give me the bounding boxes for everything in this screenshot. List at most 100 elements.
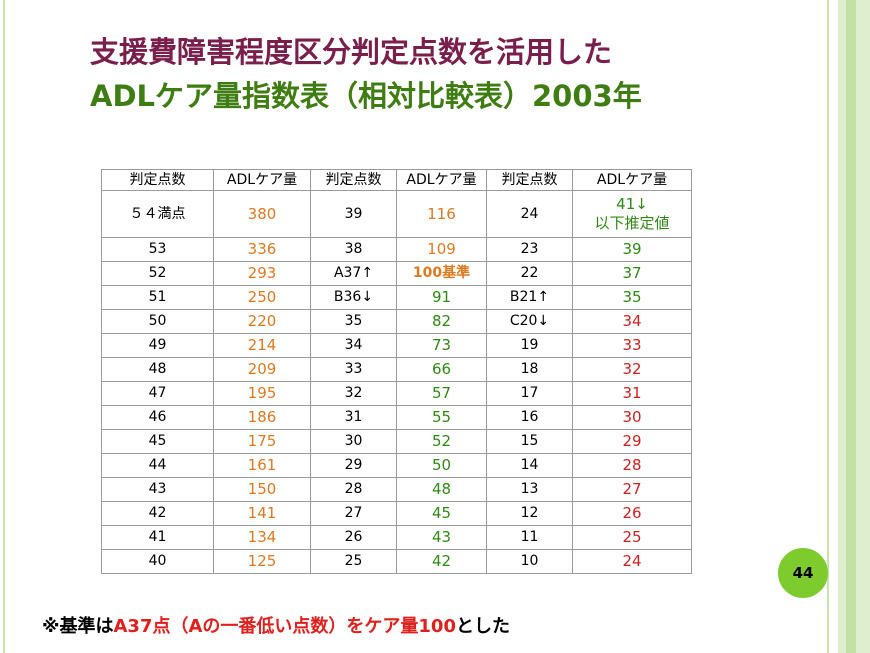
cell-score-2: 25 [310, 549, 397, 574]
cell-score-3: 23 [486, 237, 573, 262]
cell-care-1: 214 [213, 333, 311, 358]
table-row: 47 195 32 57 17 31 [101, 381, 692, 406]
cell-score-2: 32 [310, 381, 397, 406]
header-care-1: ADLケア量 [213, 169, 311, 191]
header-score-2: 判定点数 [310, 169, 397, 191]
cell-care-2: 116 [396, 190, 487, 238]
cell-score-1: 49 [101, 333, 214, 358]
cell-score-3: 10 [486, 549, 573, 574]
cell-care-1: 293 [213, 261, 311, 286]
header-score-1: 判定点数 [101, 169, 214, 191]
cell-score-3: C20↓ [486, 309, 573, 334]
cell-care-3: 37 [572, 261, 692, 286]
cell-care-2: 43 [396, 525, 487, 550]
cell-care-3: 32 [572, 357, 692, 382]
cell-score-3: 12 [486, 501, 573, 526]
footnote: ※基準はA37点（Aの一番低い点数）をケア量100とした [42, 612, 510, 638]
cell-score-2: 28 [310, 477, 397, 502]
cell-care-3: 33 [572, 333, 692, 358]
cell-score-1: 47 [101, 381, 214, 406]
cell-score-1: 50 [101, 309, 214, 334]
cell-score-2: 31 [310, 405, 397, 430]
cell-score-2: 29 [310, 453, 397, 478]
cell-score-2: 33 [310, 357, 397, 382]
slide-frame [3, 0, 829, 653]
cell-care-3: 26 [572, 501, 692, 526]
table-row: 49 214 34 73 19 33 [101, 333, 692, 358]
table-header-row: 判定点数 ADLケア量 判定点数 ADLケア量 判定点数 ADLケア量 [101, 169, 692, 191]
table-row: 43 150 28 48 13 27 [101, 477, 692, 502]
cell-score-1: 44 [101, 453, 214, 478]
table-row: 42 141 27 45 12 26 [101, 501, 692, 526]
cell-score-1: 46 [101, 405, 214, 430]
table-row: 53 336 38 109 23 39 [101, 237, 692, 262]
cell-care-1: 175 [213, 429, 311, 454]
cell-score-3: 22 [486, 261, 573, 286]
table-row: ５４満点 380 39 116 24 41↓ 以下推定値 [101, 190, 692, 238]
cell-care-3: 24 [572, 549, 692, 574]
cell-score-1: 51 [101, 285, 214, 310]
cell-care-2: 52 [396, 429, 487, 454]
cell-care-2: 100基準 [396, 261, 487, 286]
cell-score-1: 43 [101, 477, 214, 502]
cell-score-1: 52 [101, 261, 214, 286]
cell-care-2: 109 [396, 237, 487, 262]
cell-care-2: 82 [396, 309, 487, 334]
header-care-2: ADLケア量 [396, 169, 487, 191]
cell-care-2: 42 [396, 549, 487, 574]
cell-care-1: 195 [213, 381, 311, 406]
cell-care-2: 48 [396, 477, 487, 502]
cell-score-1: 41 [101, 525, 214, 550]
table-row: 52 293 A37↑ 100基準 22 37 [101, 261, 692, 286]
cell-care-1: 209 [213, 357, 311, 382]
title-line-1: 支援費障害程度区分判定点数を活用した [90, 35, 613, 69]
slide-title: 支援費障害程度区分判定点数を活用した ADLケア量指数表（相対比較表）2003年 [90, 30, 810, 118]
cell-care-3: 39 [572, 237, 692, 262]
cell-care-1: 125 [213, 549, 311, 574]
table-row: 51 250 B36↓ 91 B21↑ 35 [101, 285, 692, 310]
cell-score-2: 26 [310, 525, 397, 550]
cell-care-2: 91 [396, 285, 487, 310]
footnote-part-1: ※基準は [42, 616, 114, 637]
cell-score-2: 27 [310, 501, 397, 526]
table-row: 40 125 25 42 10 24 [101, 549, 692, 574]
adl-care-index-table: 判定点数 ADLケア量 判定点数 ADLケア量 判定点数 ADLケア量 ５４満点… [101, 169, 692, 574]
cell-care-2: 66 [396, 357, 487, 382]
cell-score-1: 40 [101, 549, 214, 574]
cell-score-2: 39 [310, 190, 397, 238]
cell-care-1: 134 [213, 525, 311, 550]
cell-care-1: 141 [213, 501, 311, 526]
table-row: 44 161 29 50 14 28 [101, 453, 692, 478]
footnote-part-2: A37点（Aの一番低い点数）をケア量100 [113, 616, 456, 637]
cell-care-2: 45 [396, 501, 487, 526]
cell-score-3: 13 [486, 477, 573, 502]
cell-care-1: 380 [213, 190, 311, 238]
footnote-part-3: とした [455, 616, 510, 637]
cell-score-1: 45 [101, 429, 214, 454]
cell-score-3: 18 [486, 357, 573, 382]
cell-care-2: 57 [396, 381, 487, 406]
cell-care-2: 50 [396, 453, 487, 478]
cell-care-3: 27 [572, 477, 692, 502]
estimate-value: 41↓ [616, 195, 648, 213]
cell-score-2: 30 [310, 429, 397, 454]
cell-score-1: 53 [101, 237, 214, 262]
cell-care-1: 186 [213, 405, 311, 430]
cell-score-2: A37↑ [310, 261, 397, 286]
cell-score-2: 35 [310, 309, 397, 334]
cell-care-3: 34 [572, 309, 692, 334]
cell-care-1: 336 [213, 237, 311, 262]
cell-care-2: 55 [396, 405, 487, 430]
cell-score-3: 17 [486, 381, 573, 406]
cell-score-2: 38 [310, 237, 397, 262]
cell-care-3: 25 [572, 525, 692, 550]
cell-score-3: 24 [486, 190, 573, 238]
cell-score-3: 19 [486, 333, 573, 358]
cell-care-3: 28 [572, 453, 692, 478]
cell-care-3: 35 [572, 285, 692, 310]
cell-care-1: 220 [213, 309, 311, 334]
cell-score-3: 16 [486, 405, 573, 430]
cell-score-1: ５４満点 [101, 190, 214, 238]
cell-care-3: 30 [572, 405, 692, 430]
table-row: 50 220 35 82 C20↓ 34 [101, 309, 692, 334]
